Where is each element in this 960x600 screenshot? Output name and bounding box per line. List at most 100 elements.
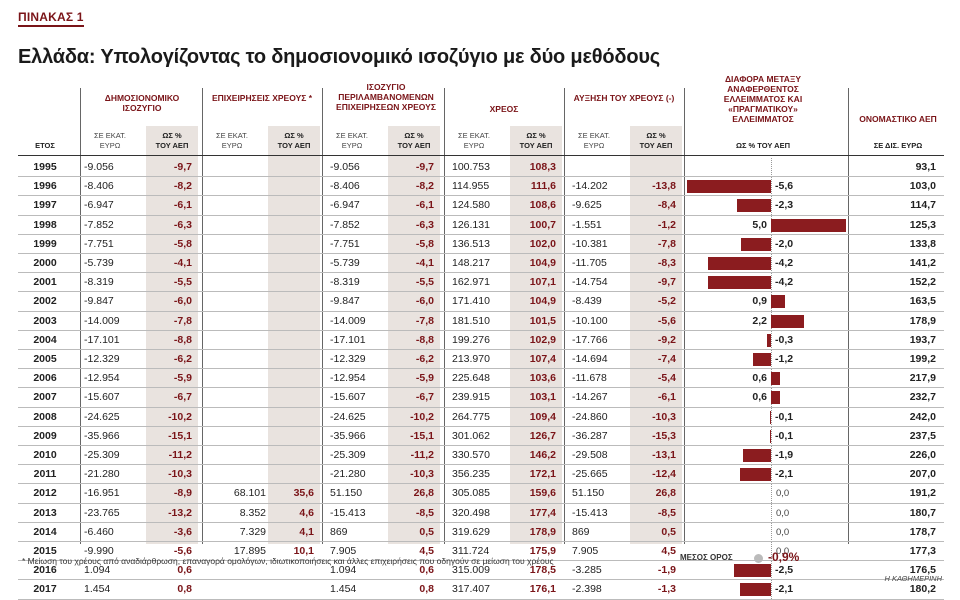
inc-pct-cell: 26,8 [655,487,676,500]
d-mil-cell: -12.329 [84,353,120,365]
o-mil-cell [210,331,266,350]
table-row: 2012 -16.951 -8,9 68.101 35,6 51.150 26,8 305.0… [18,484,944,504]
d-pct-cell: -6,1 [173,199,192,212]
subheader-gdp: ΣΕ ΔΙΣ. ΕΥΡΩ [873,141,923,150]
o-mil-cell: 17.895 [233,545,266,557]
difference-bar [733,564,771,578]
year-cell: 1996 [33,180,57,193]
b-pct-cell: -6,7 [415,391,434,404]
d-mil-cell: -8.319 [84,276,114,289]
row-divider [18,579,944,581]
inc-mil-cell: -14.202 [572,180,608,193]
d-mil-cell: -12.954 [84,372,120,385]
d-mil-cell: -16.951 [84,487,120,500]
row-divider [18,233,944,235]
table-row: 2009 -35.966 -15,1 -35.966 -15,1 301.062 126,7… [18,426,944,446]
year-cell: 1997 [33,199,57,212]
difference-value: 0,0 [776,546,790,557]
table-row: 2004 -17.101 -8,8 -17.101 -8,8 199.276 102,9 -1… [18,330,944,350]
d-pct-cell: -3,6 [173,525,192,538]
difference-bar [739,468,771,482]
o-pct-cell [268,580,314,599]
d-mil-cell: -9.847 [84,295,114,308]
page-title: Ελλάδα: Υπολογίζοντας το δημοσιονομικό ι… [18,46,660,68]
year-cell: 1999 [33,237,57,250]
d-pct-cell: -13,2 [168,506,192,519]
d-mil-cell: -9.056 [84,161,114,173]
column-divider [684,88,685,544]
table-row: 2001 -8.319 -5,5 -8.319 -5,5 162.971 107,1 -14.… [18,273,944,293]
inc-mil-cell: 7.905 [572,545,599,557]
table-row: 2010 -25.309 -11,2 -25.309 -11,2 330.570 146,2… [18,446,944,465]
table-row: 1997 -6.947 -6,1 -6.947 -6,1 124.580 108,6 -9.6… [18,196,944,216]
b-pct-cell: -5,5 [415,276,434,289]
row-divider [18,291,944,293]
debt-pct-cell: 108,6 [529,199,556,212]
b-mil-cell: -5.739 [330,257,360,269]
difference-value: -0,3 [775,333,794,346]
debt-mil-cell: 330.570 [452,449,490,461]
inc-mil-cell [572,158,632,177]
o-pct-cell [268,350,314,369]
inc-pct-cell: 0,5 [661,525,676,538]
o-mil-cell [210,254,266,273]
o-pct-cell [268,408,314,427]
header-debt-ops: ΕΠΙΧΕΙΡΗΣΕΙΣ ΧΡΕΟΥΣ * [211,93,313,103]
inc-pct-cell: -15,3 [652,429,676,442]
d-pct-cell: -10,3 [168,468,192,481]
debt-pct-cell: 111,6 [530,180,556,193]
year-cell: 2012 [33,487,57,500]
o-mil-cell [210,446,266,465]
d-pct-cell: -6,7 [173,391,192,404]
year-cell: 2002 [33,295,57,308]
inc-mil-cell: -9.625 [572,199,602,212]
difference-zero-line [771,503,772,523]
b-mil-cell: -7.751 [330,237,360,250]
difference-zero-line [771,350,772,369]
inc-pct-cell: -7,8 [657,237,676,250]
b-mil-cell: -9.056 [330,161,360,173]
b-mil-cell: -35.966 [330,429,366,442]
inc-mil-cell: -14.694 [572,353,608,365]
debt-mil-cell: 136.513 [452,237,490,250]
debt-mil-cell: 301.062 [452,429,490,442]
table-number-tag: ΠΙΝΑΚΑΣ 1 [18,10,84,27]
gdp-cell: 242,0 [909,410,936,423]
gdp-cell: 176,5 [909,564,936,577]
column-divider [444,88,445,544]
o-pct-cell [268,158,314,177]
year-cell: 2015 [33,545,57,557]
inc-mil-cell: -14.754 [572,276,608,289]
gdp-cell: 180,2 [909,583,936,596]
difference-value: -2,5 [775,564,794,577]
difference-bar [753,353,771,366]
b-pct-cell: 4,5 [419,545,434,557]
b-pct-cell: -11,2 [410,449,434,461]
difference-bar [771,295,785,309]
inc-mil-cell: -17.766 [572,333,608,346]
o-mil-cell [210,292,266,311]
year-cell: 2007 [33,391,57,404]
column-divider [80,88,81,544]
row-divider [18,502,944,504]
b-mil-cell: -25.309 [330,449,366,461]
subheader-increase-pct: ΤΟΥ ΑΕΠ [639,141,673,150]
difference-zero-line [771,254,772,273]
debt-mil-cell: 356.235 [452,468,490,481]
subheader-ops-pct: ΤΟΥ ΑΕΠ [277,141,311,150]
year-cell: 2010 [33,449,57,461]
gdp-cell: 133,8 [909,237,936,250]
b-pct-cell: -10,3 [410,468,434,481]
row-divider [18,272,944,274]
mean-value: -0,9% [768,550,800,564]
header-debt-increase: ΑΥΞΗΣΗ ΤΟΥ ΧΡΕΟΥΣ (-) [573,93,675,103]
debt-pct-cell: 103,1 [529,391,556,404]
d-pct-cell: -8,2 [173,180,192,193]
inc-pct-cell: -5,4 [657,372,676,385]
year-cell: 2013 [33,506,57,519]
d-pct-cell: -10,2 [168,410,192,423]
subheader-increase-pct: ΩΣ % [646,131,666,140]
debt-pct-cell: 103,6 [529,372,556,385]
difference-value: -5,6 [775,180,794,193]
row-divider [18,425,944,427]
